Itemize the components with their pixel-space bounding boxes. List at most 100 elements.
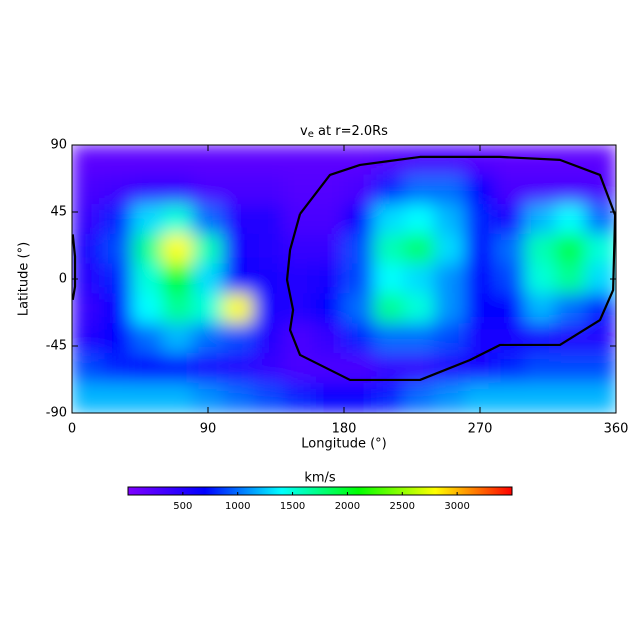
x-axis-label: Longitude (°) — [301, 437, 386, 452]
heat-cell — [434, 293, 466, 325]
heat-cell — [373, 174, 405, 206]
contour-line — [285, 155, 617, 382]
heat-cell — [313, 145, 345, 176]
heat-cell — [101, 145, 133, 176]
heat-cell — [403, 145, 436, 176]
heat-cell — [403, 263, 436, 295]
heat-cell — [222, 263, 254, 295]
heat-cell — [555, 233, 587, 265]
heat-cell — [222, 293, 254, 325]
heat-cell — [131, 323, 164, 354]
heat-cell — [343, 174, 375, 206]
heat-cell — [131, 174, 164, 206]
heat-cell — [434, 145, 466, 176]
colorbar-tick-label: 3000 — [444, 501, 469, 512]
heat-cell — [494, 293, 526, 325]
heat-cell — [403, 233, 436, 265]
heat-cell — [464, 204, 496, 235]
heat-cell — [101, 174, 133, 206]
heat-cell — [222, 174, 254, 206]
heat-cell — [162, 174, 194, 206]
colorbar-tick-label: 1500 — [280, 501, 305, 512]
heat-cell — [192, 352, 224, 384]
heat-cell — [343, 233, 375, 265]
heat-cell — [283, 174, 315, 206]
heat-cell — [131, 382, 164, 413]
heat-cell — [464, 233, 496, 265]
heat-cell — [192, 293, 224, 325]
heat-cell — [162, 323, 194, 354]
heat-cell — [373, 233, 405, 265]
heat-cell — [283, 233, 315, 265]
y-tick-label: 0 — [59, 272, 67, 287]
heat-cell — [131, 204, 164, 235]
overlay: 0 90 180 270 360 -90 -45 0 45 90 500 1000 1500 2000 25… — [46, 138, 629, 513]
heat-cell — [585, 352, 616, 384]
contour-line — [71, 234, 77, 301]
heat-cell — [555, 382, 587, 413]
heat-cell — [101, 323, 133, 354]
heat-cell — [192, 323, 224, 354]
heat-cell — [222, 204, 254, 235]
heat-cell — [101, 293, 133, 325]
heat-cell — [434, 174, 466, 206]
heat-cell — [343, 145, 375, 176]
heat-cell — [373, 204, 405, 235]
heat-cell — [252, 323, 285, 354]
heat-cell — [524, 352, 557, 384]
heat-cell — [252, 174, 285, 206]
heat-cell — [162, 352, 194, 384]
heat-cell — [101, 233, 133, 265]
heat-cell — [524, 382, 557, 413]
x-tick-label: 360 — [604, 422, 629, 437]
colorbar — [127, 486, 513, 496]
heat-cell — [555, 263, 587, 295]
x-tick-label: 180 — [332, 422, 357, 437]
heat-cell — [373, 352, 405, 384]
heat-cell — [555, 293, 587, 325]
heat-cell — [403, 293, 436, 325]
heat-cell — [434, 204, 466, 235]
heat-cell — [162, 293, 194, 325]
heat-cell — [252, 204, 285, 235]
heat-cell — [72, 174, 103, 206]
heat-cell — [162, 263, 194, 295]
heat-cell — [494, 233, 526, 265]
heat-cell — [192, 204, 224, 235]
heat-cell — [434, 323, 466, 354]
heat-cell — [313, 382, 345, 413]
heat-cell — [343, 382, 375, 413]
heat-cell — [494, 145, 526, 176]
heat-cell — [464, 352, 496, 384]
heat-cell — [192, 233, 224, 265]
heat-cell — [524, 233, 557, 265]
heat-cell — [252, 352, 285, 384]
y-tick-label: 45 — [50, 205, 67, 220]
x-tick-label: 90 — [200, 422, 217, 437]
heat-cell — [343, 204, 375, 235]
heat-cell — [343, 293, 375, 325]
heat-cell — [494, 323, 526, 354]
heat-cell — [585, 382, 616, 413]
heat-cell — [313, 323, 345, 354]
heat-cell — [72, 293, 103, 325]
heat-cell — [72, 352, 103, 384]
heat-cell — [72, 323, 103, 354]
heat-cell — [222, 352, 254, 384]
heat-cell — [72, 204, 103, 235]
heat-cell — [524, 323, 557, 354]
heat-cell — [434, 233, 466, 265]
title-subscript: e — [308, 129, 314, 140]
heat-cell — [252, 263, 285, 295]
heat-cell — [313, 233, 345, 265]
heat-cell — [131, 145, 164, 176]
heat-cell — [464, 263, 496, 295]
heat-cell — [524, 204, 557, 235]
heatmap-cells — [72, 145, 616, 413]
heat-cell — [494, 174, 526, 206]
title-suffix: at r=2.0Rs — [314, 124, 388, 139]
heat-cell — [494, 352, 526, 384]
heat-cell — [343, 323, 375, 354]
heat-cell — [403, 204, 436, 235]
